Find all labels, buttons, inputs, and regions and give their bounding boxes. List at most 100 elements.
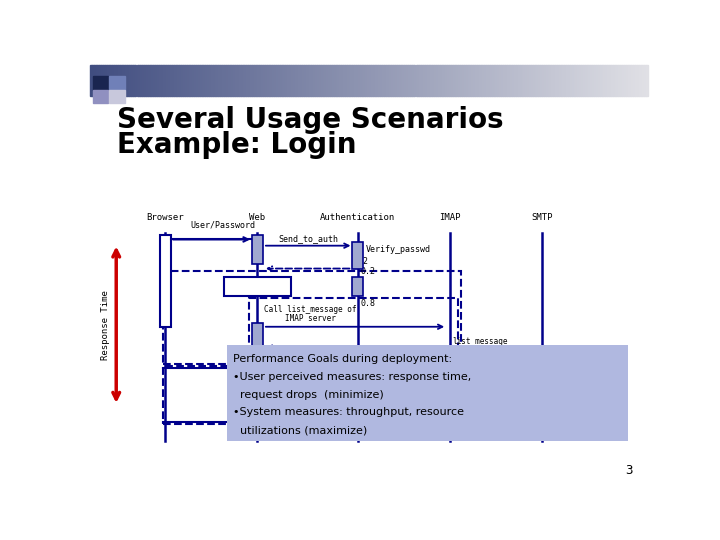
Bar: [606, 65, 607, 96]
Bar: [418, 65, 419, 96]
Bar: [594, 65, 596, 96]
Bar: [542, 65, 544, 96]
Bar: [127, 65, 129, 96]
Bar: [536, 65, 539, 96]
Bar: [371, 65, 373, 96]
Bar: [174, 65, 176, 96]
Bar: [129, 65, 131, 96]
Bar: [224, 277, 291, 295]
Bar: [339, 65, 341, 96]
Bar: [469, 65, 472, 96]
Bar: [466, 65, 467, 96]
Bar: [406, 65, 408, 96]
Bar: [326, 65, 328, 96]
Bar: [402, 65, 405, 96]
Bar: [384, 65, 386, 96]
Bar: [99, 65, 101, 96]
Bar: [412, 65, 413, 96]
Text: 0.8: 0.8: [361, 299, 376, 308]
Bar: [110, 65, 112, 96]
Bar: [189, 65, 190, 96]
Bar: [289, 65, 291, 96]
Bar: [93, 90, 109, 103]
Bar: [259, 65, 261, 96]
Text: Call list_message of: Call list_message of: [264, 305, 356, 314]
Bar: [294, 65, 297, 96]
Bar: [333, 65, 336, 96]
Bar: [287, 65, 289, 96]
Bar: [616, 65, 618, 96]
Bar: [622, 65, 624, 96]
Bar: [222, 65, 224, 96]
Bar: [534, 65, 536, 96]
Bar: [177, 65, 179, 96]
Bar: [105, 65, 107, 96]
Bar: [475, 65, 477, 96]
Bar: [160, 235, 171, 327]
Bar: [140, 65, 142, 96]
Bar: [639, 65, 641, 96]
Bar: [120, 65, 122, 96]
Bar: [561, 65, 562, 96]
Bar: [382, 65, 384, 96]
Bar: [373, 65, 374, 96]
Bar: [194, 65, 196, 96]
Bar: [258, 65, 259, 96]
Bar: [588, 65, 590, 96]
Bar: [352, 65, 354, 96]
Bar: [367, 65, 369, 96]
Bar: [168, 65, 170, 96]
Bar: [198, 65, 199, 96]
Bar: [150, 65, 151, 96]
Text: Authentication: Authentication: [320, 213, 395, 222]
Bar: [293, 65, 294, 96]
Bar: [431, 65, 432, 96]
Text: request drops  (minimize): request drops (minimize): [233, 389, 384, 400]
Bar: [96, 65, 97, 96]
Bar: [157, 65, 159, 96]
Bar: [285, 65, 287, 96]
Bar: [441, 65, 444, 96]
Text: Send_to_auth: Send_to_auth: [278, 234, 338, 243]
Bar: [343, 65, 345, 96]
Bar: [101, 65, 103, 96]
Bar: [124, 65, 125, 96]
Text: Web: Web: [249, 213, 266, 222]
Bar: [271, 65, 272, 96]
Bar: [432, 65, 434, 96]
Bar: [202, 65, 204, 96]
Bar: [510, 65, 512, 96]
Bar: [579, 65, 581, 96]
Bar: [620, 65, 622, 96]
Bar: [248, 65, 250, 96]
Bar: [546, 65, 548, 96]
Bar: [527, 65, 529, 96]
Bar: [297, 65, 298, 96]
Bar: [364, 65, 365, 96]
Bar: [142, 65, 144, 96]
Bar: [347, 65, 348, 96]
Bar: [477, 65, 479, 96]
Bar: [485, 65, 486, 96]
Bar: [393, 65, 395, 96]
Bar: [390, 65, 392, 96]
Bar: [185, 65, 186, 96]
Bar: [574, 65, 575, 96]
Bar: [266, 65, 269, 96]
Bar: [520, 65, 521, 96]
Text: 3: 3: [625, 464, 632, 477]
Bar: [246, 65, 248, 96]
Bar: [361, 65, 364, 96]
Bar: [540, 65, 542, 96]
Bar: [282, 65, 284, 96]
Bar: [575, 65, 577, 96]
Bar: [499, 65, 501, 96]
Bar: [459, 65, 460, 96]
Bar: [148, 65, 150, 96]
Bar: [449, 65, 451, 96]
Bar: [352, 241, 364, 268]
Bar: [481, 65, 482, 96]
Bar: [298, 65, 300, 96]
Text: User/Password: User/Password: [190, 220, 255, 229]
Bar: [633, 65, 635, 96]
